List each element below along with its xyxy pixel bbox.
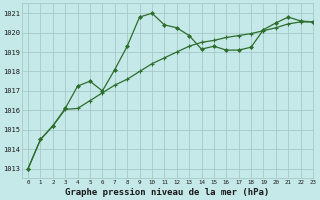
X-axis label: Graphe pression niveau de la mer (hPa): Graphe pression niveau de la mer (hPa) [65,188,269,197]
